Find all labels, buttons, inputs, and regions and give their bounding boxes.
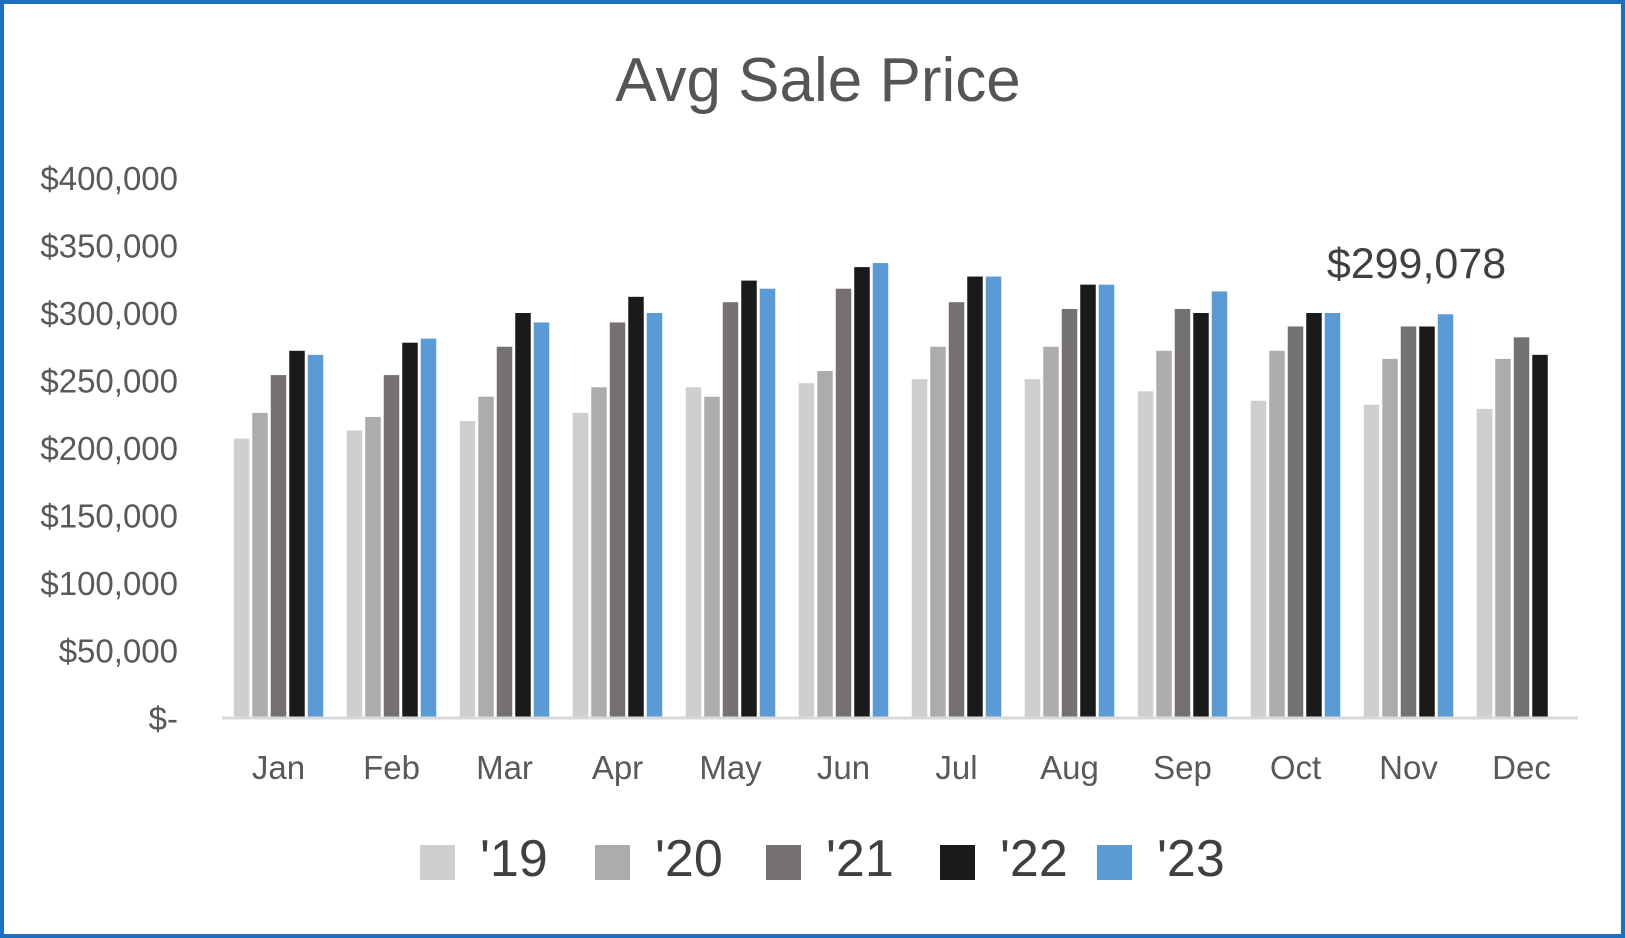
- bar-may-23: [759, 288, 776, 718]
- bar-oct-23: [1324, 313, 1341, 718]
- legend-swatch: [766, 845, 801, 880]
- bar-dec-22: [1532, 354, 1548, 718]
- bar-jan-23: [307, 354, 324, 718]
- legend-label: '22: [1000, 830, 1068, 888]
- bar-feb-20: [365, 416, 381, 718]
- x-tick-label: Apr: [592, 749, 643, 786]
- bar-apr-21: [609, 322, 626, 718]
- bar-jan-21: [270, 375, 287, 718]
- y-tick-label: $-: [149, 700, 178, 737]
- chart-title: Avg Sale Price: [615, 46, 1021, 115]
- bar-apr-20: [591, 387, 607, 718]
- legend-swatch: [940, 845, 975, 880]
- y-tick-label: $150,000: [40, 498, 178, 535]
- x-tick-label: Sep: [1153, 749, 1212, 786]
- bar-may-22: [741, 280, 757, 718]
- bar-dec-19: [1476, 408, 1493, 718]
- x-tick-label: Nov: [1379, 749, 1438, 786]
- bar-may-19: [685, 387, 702, 718]
- y-tick-label: $50,000: [59, 633, 178, 670]
- bar-jan-20: [252, 412, 268, 718]
- bar-oct-19: [1250, 400, 1267, 718]
- bar-nov-23: [1437, 314, 1454, 718]
- bar-jun-23: [872, 263, 889, 718]
- bar-aug-23: [1098, 284, 1115, 718]
- x-tick-label: Jul: [935, 749, 977, 786]
- bar-apr-23: [646, 313, 663, 718]
- bar-may-21: [722, 302, 739, 718]
- bar-may-20: [704, 396, 720, 718]
- x-tick-label: May: [699, 749, 762, 786]
- bar-jul-19: [911, 379, 928, 718]
- data-label: $299,078: [1327, 240, 1506, 288]
- bars: [233, 263, 1548, 718]
- legend-label: '20: [655, 830, 723, 888]
- bar-aug-19: [1024, 379, 1041, 718]
- x-axis: Jan Feb Mar Apr May Jun Jul Aug Sep Oct Nov Dec: [252, 749, 1551, 786]
- bar-oct-20: [1269, 350, 1285, 718]
- bar-jul-21: [948, 302, 965, 718]
- bar-jun-20: [817, 371, 833, 718]
- bar-nov-19: [1363, 404, 1380, 718]
- bar-nov-21: [1400, 326, 1417, 718]
- bar-jun-22: [854, 267, 870, 718]
- bar-apr-22: [628, 296, 644, 718]
- annotations: $299,078: [1327, 240, 1506, 288]
- y-tick-label: $300,000: [40, 295, 178, 332]
- bar-aug-21: [1061, 308, 1078, 718]
- x-tick-label: Oct: [1270, 749, 1321, 786]
- bar-feb-22: [402, 342, 418, 718]
- legend-label: '19: [480, 830, 548, 888]
- bar-jan-22: [289, 350, 305, 718]
- bar-sep-22: [1193, 313, 1209, 718]
- bar-jun-19: [798, 383, 815, 718]
- y-tick-label: $250,000: [40, 363, 178, 400]
- legend-label: '23: [1157, 830, 1225, 888]
- bar-jul-22: [967, 276, 983, 718]
- bar-mar-21: [496, 346, 513, 718]
- legend: '19 '20 '21 '22 '23: [420, 830, 1225, 888]
- bar-mar-23: [533, 322, 550, 718]
- bar-sep-20: [1156, 350, 1172, 718]
- x-tick-label: Jan: [252, 749, 305, 786]
- y-axis: $- $50,000 $100,000 $150,000 $200,000 $250,00…: [40, 160, 178, 737]
- bar-oct-22: [1306, 313, 1322, 718]
- bar-dec-20: [1495, 358, 1511, 718]
- x-tick-label: Jun: [817, 749, 870, 786]
- x-tick-label: Aug: [1040, 749, 1099, 786]
- bar-aug-20: [1043, 346, 1059, 718]
- x-tick-label: Feb: [363, 749, 420, 786]
- bar-dec-21: [1513, 337, 1530, 718]
- bar-mar-22: [515, 313, 531, 718]
- y-tick-label: $200,000: [40, 430, 178, 467]
- x-tick-label: Dec: [1492, 749, 1551, 786]
- bar-nov-20: [1382, 358, 1398, 718]
- bar-mar-19: [459, 421, 476, 718]
- bar-jun-21: [835, 288, 852, 718]
- bar-mar-20: [478, 396, 494, 718]
- bar-feb-21: [383, 375, 400, 718]
- y-tick-label: $400,000: [40, 160, 178, 197]
- bar-sep-19: [1137, 391, 1154, 718]
- bar-aug-22: [1080, 284, 1096, 718]
- legend-swatch: [420, 845, 455, 880]
- bar-feb-23: [420, 338, 437, 718]
- legend-label: '21: [826, 830, 894, 888]
- x-tick-label: Mar: [476, 749, 533, 786]
- y-tick-label: $100,000: [40, 565, 178, 602]
- y-tick-label: $350,000: [40, 228, 178, 265]
- bar-sep-21: [1174, 308, 1191, 718]
- bar-jul-20: [930, 346, 946, 718]
- bar-oct-21: [1287, 326, 1304, 718]
- bar-nov-22: [1419, 326, 1435, 718]
- bar-apr-19: [572, 412, 589, 718]
- legend-swatch: [595, 845, 630, 880]
- bar-jan-19: [233, 438, 250, 718]
- bar-feb-19: [346, 430, 363, 718]
- legend-swatch: [1097, 845, 1132, 880]
- bar-sep-23: [1211, 291, 1228, 718]
- bar-jul-23: [985, 276, 1002, 718]
